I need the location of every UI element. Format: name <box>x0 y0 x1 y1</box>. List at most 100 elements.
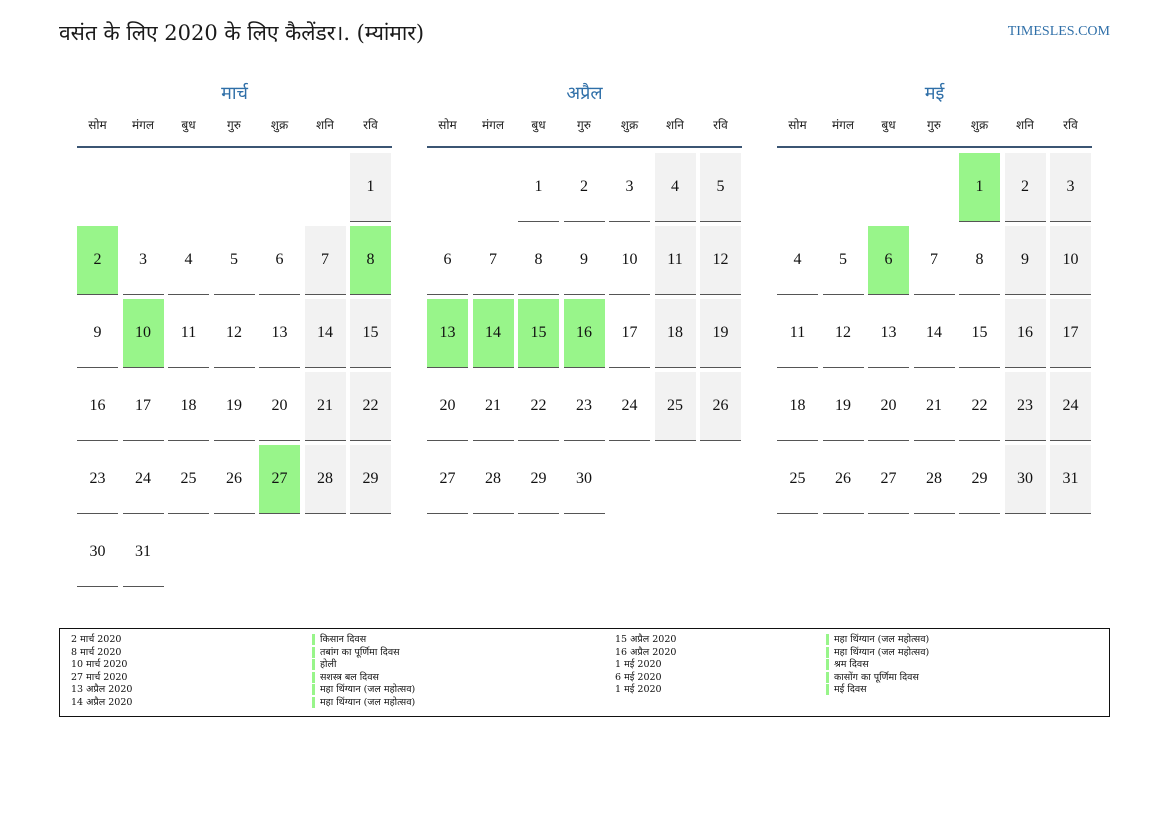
legend-row: 27 मार्च 2020 <box>71 672 132 685</box>
day-cell[interactable]: 9 <box>1004 226 1046 295</box>
day-cell[interactable]: 27 <box>427 445 468 514</box>
day-cell[interactable]: 9 <box>563 226 605 295</box>
day-cell[interactable]: 19 <box>700 299 741 368</box>
day-cell[interactable]: 16 <box>77 372 118 441</box>
day-cell[interactable]: 19 <box>822 372 864 441</box>
day-cell[interactable]: 4 <box>777 226 818 295</box>
weekday-header: सोम मंगल बुध गुरु शुक्र शनि रवि <box>77 112 392 148</box>
day-cell[interactable]: 17 <box>1050 299 1091 368</box>
day-cell[interactable]: 21 <box>913 372 955 441</box>
day-cell[interactable]: 30 <box>563 445 605 514</box>
day-cell[interactable]: 2 <box>1004 153 1046 222</box>
day-cell[interactable]: 31 <box>1050 445 1091 514</box>
day-cell[interactable]: 28 <box>304 445 346 514</box>
day-cell[interactable]: 18 <box>654 299 696 368</box>
day-cell[interactable]: 17 <box>122 372 164 441</box>
day-cell-holiday[interactable]: 15 <box>518 299 559 368</box>
day-cell[interactable]: 22 <box>518 372 559 441</box>
day-cell[interactable]: 29 <box>350 445 391 514</box>
day-cell[interactable]: 5 <box>700 153 741 222</box>
day-cell[interactable]: 1 <box>518 153 559 222</box>
day-cell[interactable]: 15 <box>350 299 391 368</box>
day-cell[interactable]: 9 <box>77 299 118 368</box>
day-cell[interactable]: 18 <box>777 372 818 441</box>
day-cell-holiday[interactable]: 27 <box>259 445 300 514</box>
day-cell[interactable]: 25 <box>654 372 696 441</box>
legend-row: 14 अप्रैल 2020 <box>71 697 132 710</box>
day-cell[interactable]: 14 <box>304 299 346 368</box>
day-cell[interactable]: 3 <box>1050 153 1091 222</box>
day-cell[interactable]: 6 <box>259 226 300 295</box>
day-cell[interactable]: 15 <box>959 299 1000 368</box>
day-cell-holiday[interactable]: 13 <box>427 299 468 368</box>
day-cell[interactable]: 20 <box>427 372 468 441</box>
day-cell[interactable]: 5 <box>822 226 864 295</box>
day-cell[interactable]: 12 <box>700 226 741 295</box>
day-cell[interactable]: 14 <box>913 299 955 368</box>
day-cell[interactable]: 23 <box>77 445 118 514</box>
day-cell[interactable]: 4 <box>654 153 696 222</box>
day-cell[interactable]: 29 <box>959 445 1000 514</box>
day-cell-holiday[interactable]: 10 <box>122 299 164 368</box>
day-cell[interactable]: 11 <box>777 299 818 368</box>
brand-link[interactable]: TIMESLES.COM <box>1007 24 1110 39</box>
day-cell-holiday[interactable]: 8 <box>350 226 391 295</box>
day-cell[interactable]: 20 <box>259 372 300 441</box>
day-cell[interactable]: 22 <box>959 372 1000 441</box>
day-cell-holiday[interactable]: 16 <box>563 299 605 368</box>
day-cell[interactable]: 11 <box>654 226 696 295</box>
day-cell[interactable]: 4 <box>168 226 209 295</box>
day-cell[interactable]: 27 <box>868 445 909 514</box>
day-cell[interactable]: 19 <box>213 372 255 441</box>
day-cell[interactable]: 7 <box>913 226 955 295</box>
day-cell[interactable]: 25 <box>168 445 209 514</box>
day-cell[interactable]: 7 <box>304 226 346 295</box>
day-cell[interactable]: 23 <box>563 372 605 441</box>
day-blank <box>914 153 955 222</box>
day-cell[interactable]: 26 <box>213 445 255 514</box>
day-cell-holiday[interactable]: 6 <box>868 226 909 295</box>
day-cell[interactable]: 31 <box>122 518 164 587</box>
day-cell[interactable]: 6 <box>427 226 468 295</box>
day-cell[interactable]: 21 <box>304 372 346 441</box>
day-cell[interactable]: 23 <box>1004 372 1046 441</box>
day-cell[interactable]: 17 <box>609 299 650 368</box>
day-cell[interactable]: 1 <box>350 153 391 222</box>
day-cell[interactable]: 25 <box>777 445 818 514</box>
day-cell[interactable]: 18 <box>168 372 209 441</box>
day-cell[interactable]: 5 <box>213 226 255 295</box>
day-cell[interactable]: 26 <box>700 372 741 441</box>
day-cell[interactable]: 12 <box>822 299 864 368</box>
day-cell[interactable]: 30 <box>1004 445 1046 514</box>
day-cell[interactable]: 22 <box>350 372 391 441</box>
day-cell[interactable]: 28 <box>913 445 955 514</box>
day-cell-holiday[interactable]: 1 <box>959 153 1000 222</box>
day-cell-holiday[interactable]: 14 <box>472 299 514 368</box>
day-cell[interactable]: 30 <box>77 518 118 587</box>
day-cell[interactable]: 24 <box>122 445 164 514</box>
day-cell[interactable]: 3 <box>609 153 650 222</box>
day-cell[interactable]: 13 <box>868 299 909 368</box>
legend-date: 10 मार्च 2020 <box>71 659 128 670</box>
day-cell[interactable]: 28 <box>472 445 514 514</box>
day-cell[interactable]: 10 <box>609 226 650 295</box>
day-cell[interactable]: 2 <box>563 153 605 222</box>
day-cell[interactable]: 8 <box>518 226 559 295</box>
day-cell[interactable]: 21 <box>472 372 514 441</box>
day-cell[interactable]: 3 <box>122 226 164 295</box>
legend-row: सशस्त्र बल दिवस <box>312 671 415 685</box>
day-cell[interactable]: 11 <box>168 299 209 368</box>
day-cell[interactable]: 13 <box>259 299 300 368</box>
day-cell[interactable]: 12 <box>213 299 255 368</box>
day-cell[interactable]: 29 <box>518 445 559 514</box>
day-cell[interactable]: 7 <box>472 226 514 295</box>
day-cell[interactable]: 8 <box>959 226 1000 295</box>
day-cell-holiday[interactable]: 2 <box>77 226 118 295</box>
day-cell[interactable]: 16 <box>1004 299 1046 368</box>
day-cell[interactable]: 10 <box>1050 226 1091 295</box>
day-cell[interactable]: 24 <box>1050 372 1091 441</box>
day-cell[interactable]: 20 <box>868 372 909 441</box>
day-cell[interactable]: 24 <box>609 372 650 441</box>
day-cell[interactable]: 26 <box>822 445 864 514</box>
